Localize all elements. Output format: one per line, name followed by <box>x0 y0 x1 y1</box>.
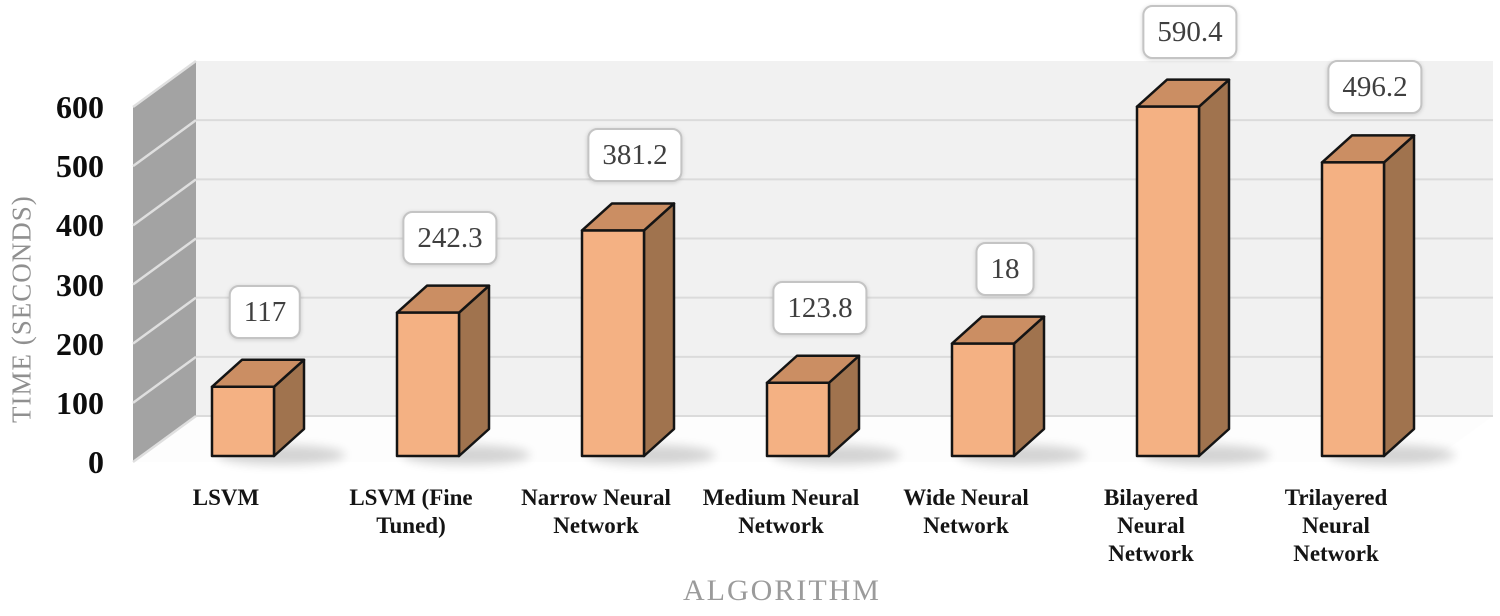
category-label-line: Network <box>923 513 1009 538</box>
category-label-line: Network <box>1108 541 1194 566</box>
category-label-line: Network <box>553 513 639 538</box>
category-label-line: Bilayered <box>1103 485 1199 510</box>
category-label-trilayered-neural-network: Trilayered Neural Network <box>1285 484 1388 568</box>
y-tick-label-300: 300 <box>56 266 104 303</box>
category-label-lsvm: LSVM <box>193 484 259 512</box>
y-tick-label-400: 400 <box>56 207 104 244</box>
wall-gridline <box>132 414 197 464</box>
bar-front-face <box>765 381 831 458</box>
category-label-bilayered-neural-network: Bilayered Neural Network <box>1104 484 1198 568</box>
bar-lsvm-fine-tuned <box>395 284 491 458</box>
wall-gridline <box>132 178 197 227</box>
bar-front-face <box>210 385 276 458</box>
wall-gridline <box>132 119 197 168</box>
bar-lsvm <box>210 358 306 458</box>
value-label-lsvm: 117 <box>228 284 302 339</box>
bar-bilayered-neural-network <box>1135 78 1231 458</box>
category-label-line: LSVM <box>192 485 260 510</box>
category-label-line: Neural <box>1302 513 1370 538</box>
category-label-wide-neural-network: Wide Neural Network <box>903 484 1028 540</box>
value-label-wide-neural-network: 18 <box>975 241 1035 296</box>
bar-side-face <box>457 284 491 458</box>
value-label-lsvm-fine-tuned: 242.3 <box>402 210 498 265</box>
category-label-line: Trilayered <box>1284 485 1388 510</box>
bar-front-face <box>1320 161 1386 458</box>
y-tick-label-0: 0 <box>88 444 104 480</box>
value-label-trilayered-neural-network: 496.2 <box>1327 60 1423 115</box>
value-label-bilayered-neural-network: 590.4 <box>1142 4 1238 59</box>
category-label-line: Narrow Neural <box>521 485 671 510</box>
bar-wide-neural-network <box>950 315 1046 458</box>
category-label-line: Neural <box>1117 513 1185 538</box>
y-tick-label-500: 500 <box>56 148 104 185</box>
bar-medium-neural-network <box>765 354 861 458</box>
bar-front-face <box>1135 105 1201 458</box>
category-label-line: Tuned) <box>376 513 446 538</box>
category-label-line: Network <box>738 513 824 538</box>
y-axis-title: TIME (SECONDS) <box>6 195 37 423</box>
wall-gridline <box>132 237 197 286</box>
y-tick-label-600: 600 <box>56 89 104 125</box>
wall-gridline <box>132 296 197 345</box>
bar-front-face <box>950 342 1016 458</box>
category-label-line: Medium Neural <box>702 485 860 510</box>
y-tick-label-100: 100 <box>56 384 104 421</box>
category-label-line: Wide Neural <box>903 485 1029 510</box>
bar-side-face <box>1382 134 1416 458</box>
category-label-line: Network <box>1293 541 1379 566</box>
bar-trilayered-neural-network <box>1320 134 1416 458</box>
category-label-lsvm-fine-tuned: LSVM (Fine Tuned) <box>349 484 472 540</box>
value-label-narrow-neural-network: 381.2 <box>587 128 683 183</box>
category-label-line: LSVM (Fine <box>349 485 473 510</box>
value-label-medium-neural-network: 123.8 <box>772 280 868 335</box>
bar-front-face <box>395 311 461 458</box>
x-axis-title: ALGORITHM <box>683 574 881 607</box>
category-label-narrow-neural-network: Narrow Neural Network <box>521 484 671 540</box>
bar-side-face <box>642 202 676 458</box>
category-label-medium-neural-network: Medium Neural Network <box>703 484 860 540</box>
wall-gridline <box>132 355 197 404</box>
y-tick-label-200: 200 <box>56 325 104 362</box>
wall-gridline <box>132 59 197 109</box>
bar-front-face <box>580 229 646 458</box>
bar-side-face <box>1197 78 1231 458</box>
bar-narrow-neural-network <box>580 202 676 458</box>
